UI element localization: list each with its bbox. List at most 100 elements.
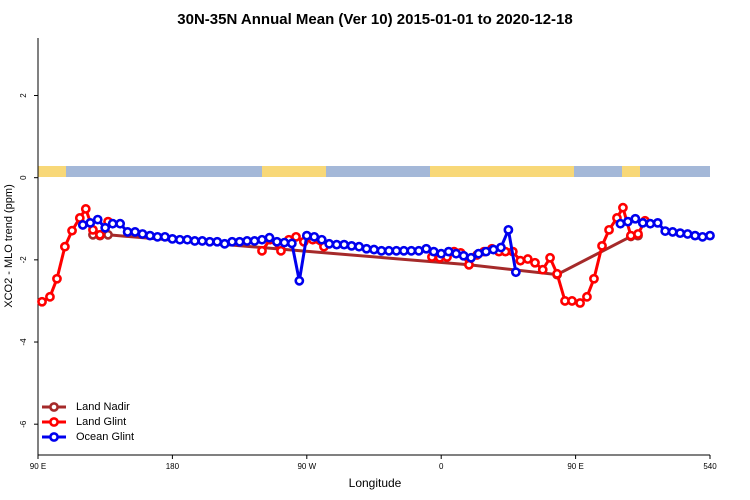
point	[361, 243, 372, 254]
point	[219, 238, 230, 249]
point	[515, 255, 526, 266]
point	[80, 204, 91, 214]
point	[52, 273, 62, 284]
point	[488, 244, 499, 255]
chart-title: 30N-35N Annual Mean (Ver 10) 2015-01-01 …	[177, 11, 572, 28]
point	[291, 231, 301, 242]
legend-marker	[49, 402, 59, 412]
point	[369, 244, 379, 255]
point	[660, 226, 671, 236]
land-band	[430, 166, 574, 177]
point	[354, 241, 364, 252]
point	[652, 217, 663, 228]
y-tick-label: -6	[19, 420, 28, 428]
point	[100, 222, 111, 233]
point	[279, 237, 290, 248]
point	[552, 268, 562, 279]
point	[286, 238, 297, 249]
point	[264, 232, 275, 243]
point	[537, 264, 548, 275]
point	[301, 230, 312, 241]
sea-band	[38, 166, 710, 177]
point	[406, 245, 417, 256]
legend-marker	[49, 432, 59, 442]
point	[257, 245, 267, 256]
point	[212, 236, 223, 247]
point	[522, 254, 533, 264]
point	[339, 239, 350, 250]
x-tick-label: 90 E	[567, 462, 583, 471]
point	[633, 229, 643, 239]
point	[122, 227, 133, 237]
point	[530, 257, 540, 268]
point	[667, 227, 678, 237]
point	[167, 233, 178, 244]
point	[645, 218, 656, 229]
point	[197, 236, 208, 246]
point	[59, 241, 70, 252]
point	[443, 246, 454, 257]
point	[481, 246, 491, 257]
y-tick-label: 2	[19, 93, 28, 98]
point	[421, 243, 432, 254]
point	[582, 291, 592, 302]
point	[466, 252, 476, 263]
point	[413, 245, 424, 256]
point	[436, 248, 447, 259]
point	[182, 234, 193, 245]
point	[391, 245, 402, 256]
x-tick-label: 540	[703, 462, 717, 471]
legend: Land Nadir Land Glint Ocean Glint	[42, 401, 134, 443]
y-tick-label: 0	[19, 175, 28, 180]
land-band	[622, 166, 640, 177]
point	[622, 216, 633, 227]
point	[45, 291, 55, 302]
legend-label: Land Nadir	[76, 401, 130, 413]
land-band	[262, 166, 326, 177]
legend-marker	[49, 417, 59, 427]
y-tick-label: -2	[19, 256, 28, 264]
point	[309, 231, 320, 242]
land-band	[38, 166, 66, 177]
point	[384, 245, 394, 256]
legend-label: Land Glint	[76, 416, 126, 428]
point	[451, 248, 462, 259]
point	[496, 242, 506, 253]
x-tick-label: 0	[439, 462, 444, 471]
point	[115, 218, 126, 229]
point	[137, 229, 148, 239]
point	[67, 225, 77, 236]
point	[458, 250, 469, 261]
y-tick-label: -4	[19, 338, 28, 346]
point	[294, 275, 305, 286]
point	[331, 239, 342, 250]
point	[697, 231, 708, 242]
point	[272, 236, 282, 247]
point	[637, 217, 648, 228]
point	[92, 214, 103, 225]
point	[316, 234, 327, 245]
point	[503, 224, 514, 235]
point	[234, 236, 245, 247]
legend-label: Ocean Glint	[76, 431, 134, 443]
point	[346, 240, 357, 251]
point	[376, 245, 387, 256]
point	[604, 224, 614, 235]
x-tick-label: 90 W	[297, 462, 316, 471]
point	[682, 229, 693, 239]
point	[77, 220, 88, 230]
point	[174, 234, 185, 245]
point	[575, 298, 585, 308]
x-tick-label: 90 E	[30, 462, 46, 471]
point	[324, 238, 335, 249]
point	[257, 234, 267, 245]
point	[690, 230, 700, 241]
point	[597, 240, 607, 251]
point	[589, 273, 599, 284]
point	[615, 218, 626, 229]
point	[37, 296, 47, 307]
point	[510, 267, 521, 278]
point	[189, 236, 200, 246]
point	[242, 236, 252, 246]
